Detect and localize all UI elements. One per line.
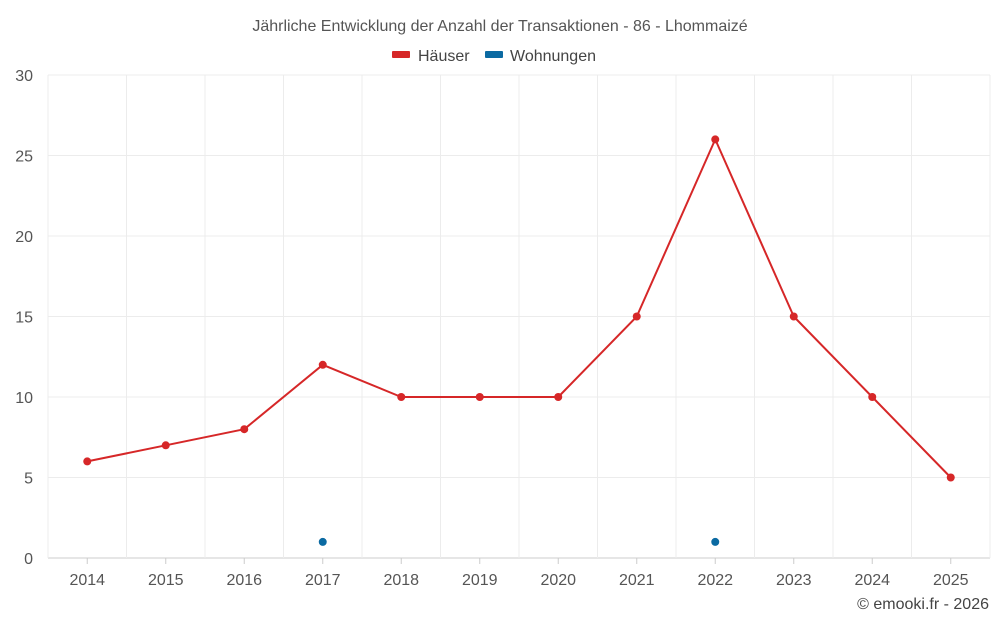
data-point-haeuser[interactable]	[554, 393, 563, 401]
data-point-wohnungen[interactable]	[711, 537, 720, 546]
y-tick-label: 30	[15, 68, 33, 85]
x-tick-label: 2016	[226, 572, 262, 589]
data-point-wohnungen[interactable]	[318, 537, 327, 546]
y-tick-label: 5	[24, 471, 33, 488]
data-point-haeuser[interactable]	[475, 393, 484, 401]
data-point-haeuser[interactable]	[868, 393, 877, 401]
y-tick-label: 15	[15, 310, 33, 327]
x-tick-label: 2017	[305, 572, 341, 589]
x-tick-label: 2024	[854, 572, 890, 589]
y-tick-label: 25	[15, 149, 33, 166]
chart-title: Jährliche Entwicklung der Anzahl der Tra…	[252, 18, 747, 35]
x-tick-label: 2018	[383, 572, 419, 589]
credit: © emooki.fr - 2026	[857, 596, 989, 613]
x-axis: 2014 2015 2016 2017 2018 2019 2020 2021 2022 2023…	[69, 558, 969, 589]
y-axis: 0 5 10 15 20 25 30	[15, 68, 33, 568]
legend-label-wohnungen: Wohnungen	[510, 48, 596, 65]
legend-swatch-wohnungen	[485, 51, 503, 58]
x-tick-label: 2023	[776, 572, 812, 589]
data-point-haeuser[interactable]	[318, 360, 327, 369]
legend-label-haeuser: Häuser	[418, 48, 470, 65]
grid	[47, 74, 991, 559]
x-tick-label: 2020	[540, 572, 576, 589]
y-tick-label: 20	[15, 229, 33, 246]
legend-item-haeuser[interactable]: Häuser	[392, 48, 470, 65]
data-point-haeuser[interactable]	[711, 135, 720, 144]
y-tick-label: 0	[24, 551, 33, 568]
data-point-haeuser[interactable]	[946, 473, 955, 482]
legend-swatch-haeuser	[392, 51, 410, 58]
legend: Häuser Wohnungen	[392, 48, 596, 65]
x-tick-label: 2022	[697, 572, 733, 589]
x-tick-label: 2015	[148, 572, 184, 589]
legend-item-wohnungen[interactable]: Wohnungen	[485, 48, 596, 65]
data-point-haeuser[interactable]	[161, 441, 170, 450]
data-point-haeuser[interactable]	[397, 393, 406, 401]
series-line-haeuser	[87, 138, 952, 479]
data-point-haeuser[interactable]	[632, 312, 641, 321]
data-point-haeuser[interactable]	[240, 425, 249, 434]
x-tick-label: 2021	[619, 572, 655, 589]
data-point-haeuser[interactable]	[83, 457, 92, 466]
x-tick-label: 2025	[933, 572, 969, 589]
series-layer	[83, 135, 955, 546]
y-tick-label: 10	[15, 390, 33, 407]
x-tick-label: 2019	[462, 572, 498, 589]
x-tick-label: 2014	[69, 572, 105, 589]
data-point-haeuser[interactable]	[789, 312, 798, 321]
